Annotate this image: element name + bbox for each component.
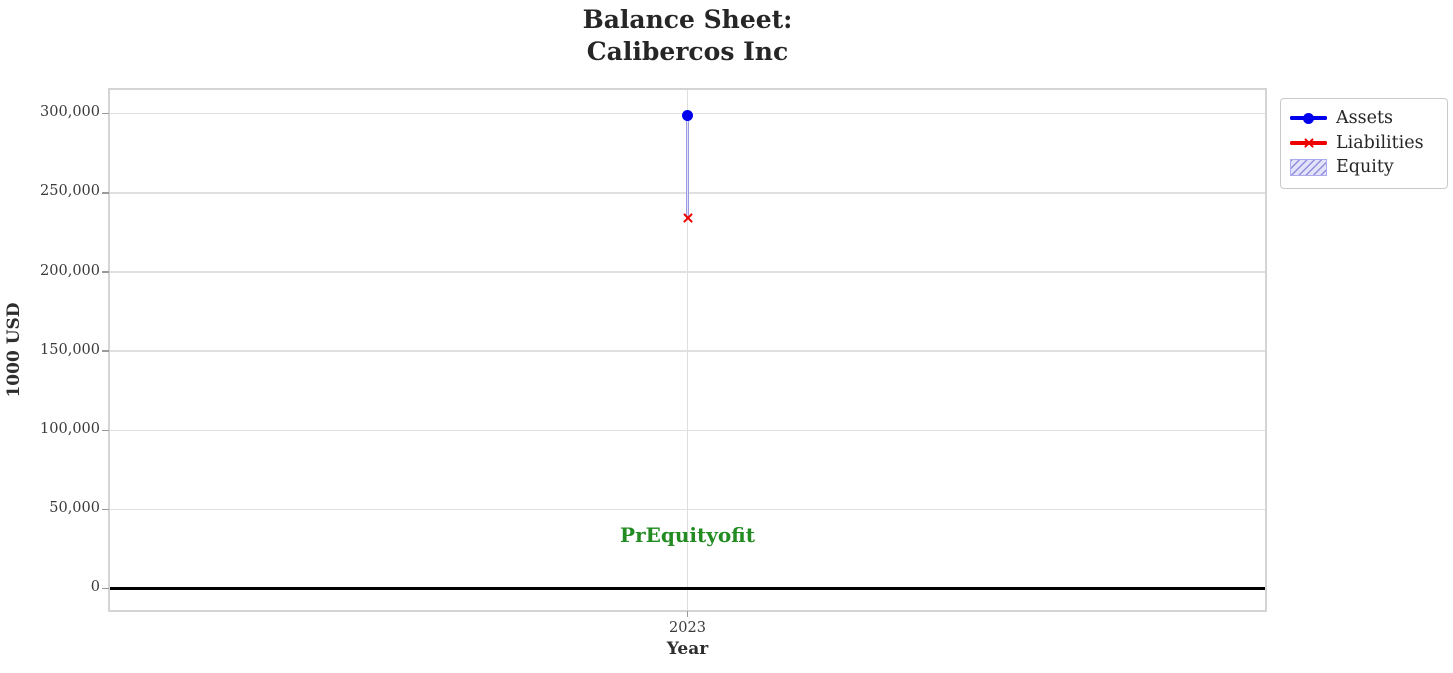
zero-axis-line	[110, 587, 1265, 590]
legend-label-liabilities: Liabilities	[1336, 132, 1424, 153]
legend-item-equity: Equity	[1290, 155, 1437, 180]
y-tick-mark	[102, 508, 109, 511]
liabilities-x-marker-icon	[1303, 137, 1315, 149]
y-tick-mark	[102, 350, 109, 352]
legend-item-liabilities: Liabilities	[1290, 131, 1437, 156]
chart-title-line2: Calibercos Inc	[586, 37, 789, 66]
y-tick-label: 150,000	[40, 341, 100, 358]
chart-title: Balance Sheet: Calibercos Inc	[110, 4, 1265, 68]
equity-patch-swatch	[1290, 158, 1327, 176]
y-tick-label: 50,000	[49, 499, 100, 516]
equity-hatched-patch-icon	[1290, 158, 1327, 176]
legend: Assets Liabilities Equity	[1280, 98, 1448, 189]
y-axis-label: 1000 USD	[4, 302, 24, 398]
x-tick-label: 2023	[669, 620, 706, 636]
assets-line-circle-icon	[1290, 109, 1327, 127]
legend-label-equity: Equity	[1336, 157, 1394, 178]
legend-label-assets: Assets	[1336, 108, 1393, 129]
y-tick-mark	[102, 429, 109, 432]
annotation-text: PrEquityofit	[620, 522, 755, 547]
chart-title-line1: Balance Sheet:	[582, 5, 793, 34]
liabilities-line-x-icon	[1290, 134, 1327, 152]
y-tick-label: 0	[90, 579, 100, 596]
assets-data-point	[682, 109, 693, 121]
y-tick-label: 100,000	[40, 420, 100, 437]
y-tick-label: 300,000	[40, 104, 100, 121]
assets-circle-marker-icon	[1303, 112, 1314, 124]
gridline-v	[686, 90, 689, 610]
y-tick-mark	[102, 112, 109, 115]
y-tick-label: 200,000	[40, 262, 100, 279]
y-tick-mark	[102, 587, 109, 590]
equity-bar	[686, 115, 689, 219]
y-tick-mark	[102, 271, 109, 273]
x-axis-label: Year	[666, 639, 709, 659]
x-tick-mark	[686, 611, 689, 617]
legend-item-assets: Assets	[1290, 106, 1437, 131]
liabilities-data-point	[682, 212, 694, 224]
y-tick-mark	[102, 192, 109, 194]
y-tick-label: 250,000	[40, 183, 100, 200]
